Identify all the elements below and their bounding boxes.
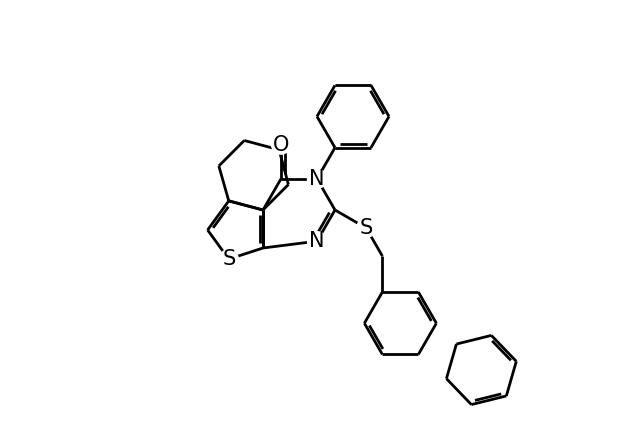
Circle shape: [220, 250, 238, 268]
Text: N: N: [309, 169, 324, 189]
Circle shape: [271, 135, 291, 154]
Circle shape: [356, 219, 376, 237]
Text: N: N: [309, 231, 324, 251]
Text: O: O: [273, 134, 289, 155]
Circle shape: [307, 170, 326, 188]
Text: S: S: [360, 218, 373, 238]
Text: S: S: [222, 249, 236, 269]
Circle shape: [307, 232, 326, 251]
